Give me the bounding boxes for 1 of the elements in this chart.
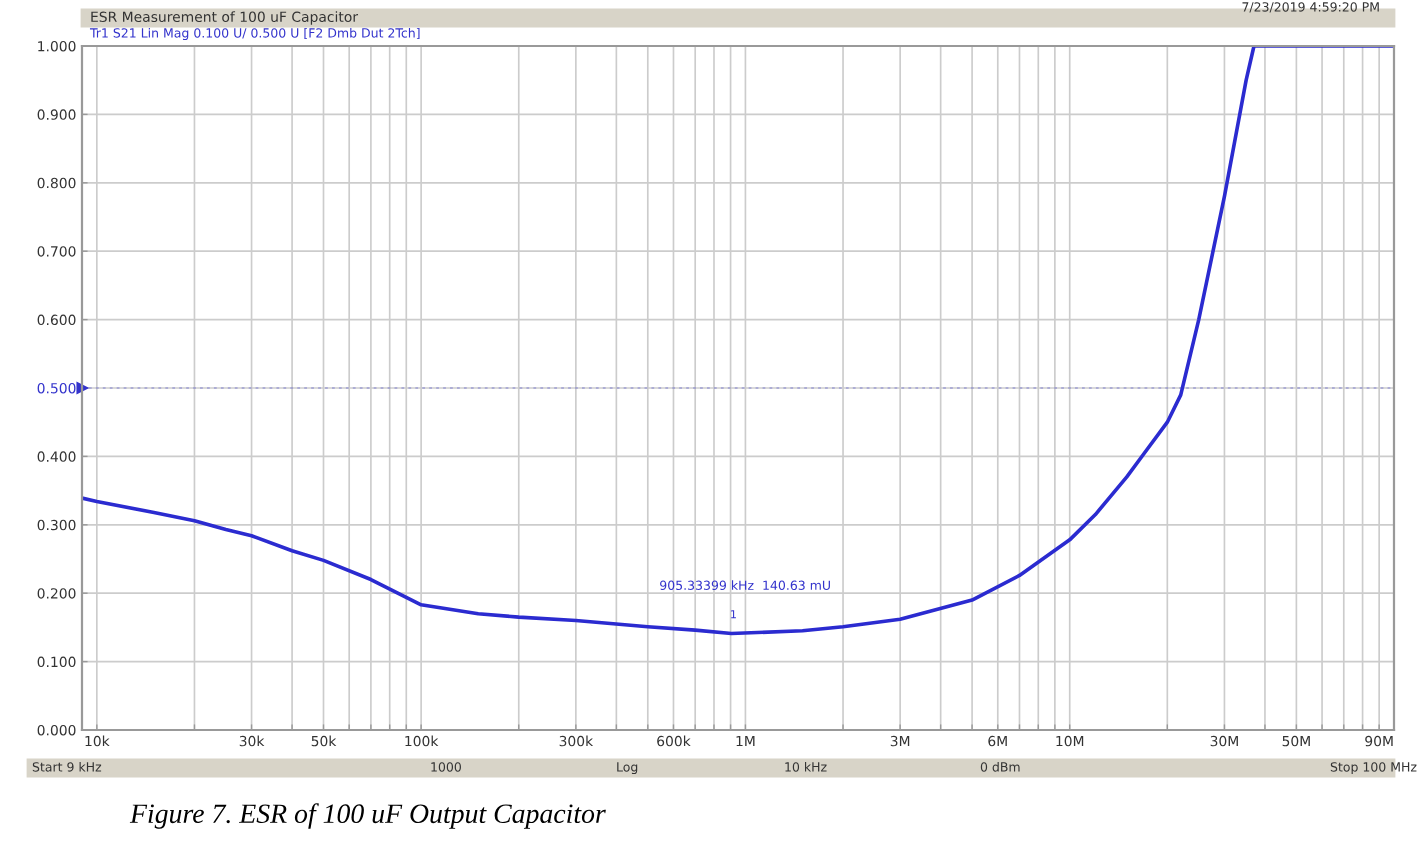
caption: Figure 7. ESR of 100 uF Output Capacitor [129, 803, 606, 829]
